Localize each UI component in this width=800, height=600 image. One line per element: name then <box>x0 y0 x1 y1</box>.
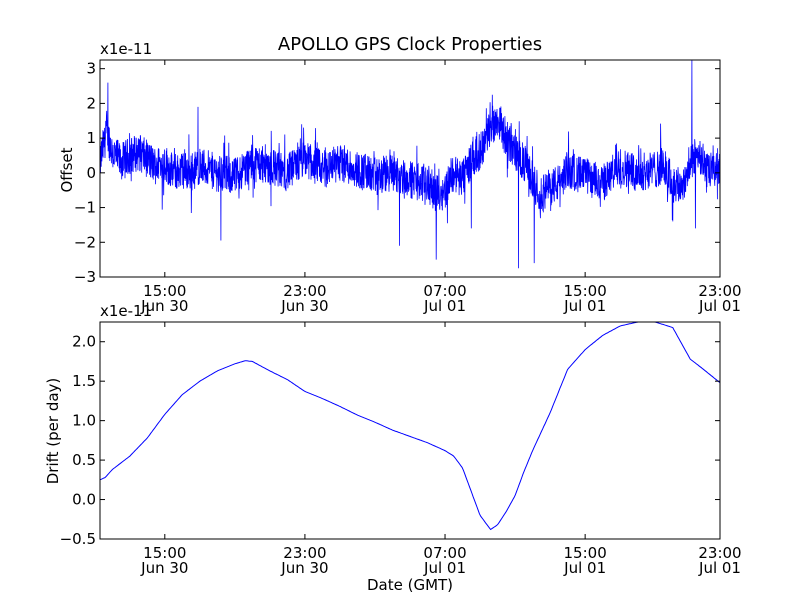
offset-xtick-time-label: 23:00 <box>283 282 326 300</box>
offset-ytick-label: 3 <box>86 60 96 78</box>
drift-ytick-label: −0.5 <box>60 530 96 548</box>
offset-plot-frame <box>99 59 721 278</box>
offset-xtick-date-label: Jul 01 <box>423 297 466 315</box>
offset-xtick-time-label: 07:00 <box>423 282 466 300</box>
drift-xtick-time-label: 15:00 <box>143 544 186 562</box>
drift-xtick-date-label: Jun 30 <box>140 559 188 577</box>
offset-subplot: APOLLO GPS Clock Properties x1e-11 Offse… <box>58 34 742 315</box>
drift-plot-frame <box>99 321 721 540</box>
drift-ytick-label: 0.5 <box>72 451 96 469</box>
drift-xtick-date-label: Jul 01 <box>423 559 466 577</box>
drift-ytick-label: 1.0 <box>72 412 96 430</box>
offset-xtick-date-label: Jun 30 <box>140 297 188 315</box>
drift-xtick-time-label: 23:00 <box>283 544 326 562</box>
drift-exponent-label: x1e-11 <box>100 302 152 320</box>
drift-xtick-date-label: Jul 01 <box>563 559 606 577</box>
offset-xtick-date-label: Jul 01 <box>698 297 741 315</box>
drift-xtick-date-label: Jun 30 <box>280 559 328 577</box>
offset-ytick-label: −2 <box>74 233 96 251</box>
offset-ytick-label: 0 <box>86 164 96 182</box>
drift-xtick-time-label: 07:00 <box>423 544 466 562</box>
y-axis-label-offset: Offset <box>58 147 76 192</box>
offset-series-line-0 <box>100 60 720 269</box>
offset-xtick-time-label: 23:00 <box>698 282 741 300</box>
offset-ytick-label: 2 <box>86 94 96 112</box>
drift-series-line-0 <box>100 322 720 531</box>
drift-subplot: x1e-11 Drift (per day) Date (GMT) −0.5 0.… <box>44 302 742 594</box>
offset-ytick-label: 1 <box>86 129 96 147</box>
offset-ytick-label: −3 <box>74 268 96 286</box>
drift-ytick-label: 0.0 <box>72 491 96 509</box>
drift-ytick-label: 1.5 <box>72 372 96 390</box>
chart-title: APOLLO GPS Clock Properties <box>278 34 542 55</box>
offset-xtick-date-label: Jun 30 <box>280 297 328 315</box>
x-axis-label: Date (GMT) <box>367 576 453 594</box>
drift-xtick-date-label: Jul 01 <box>698 559 741 577</box>
offset-xtick-date-label: Jul 01 <box>563 297 606 315</box>
drift-xtick-time-label: 15:00 <box>564 544 607 562</box>
y-axis-label-drift: Drift (per day) <box>44 378 62 485</box>
offset-xtick-time-label: 15:00 <box>143 282 186 300</box>
drift-ytick-label: 2.0 <box>72 333 96 351</box>
offset-ytick-label: −1 <box>74 199 96 217</box>
offset-xtick-time-label: 15:00 <box>564 282 607 300</box>
offset-exponent-label: x1e-11 <box>100 40 152 58</box>
drift-xtick-time-label: 23:00 <box>698 544 741 562</box>
